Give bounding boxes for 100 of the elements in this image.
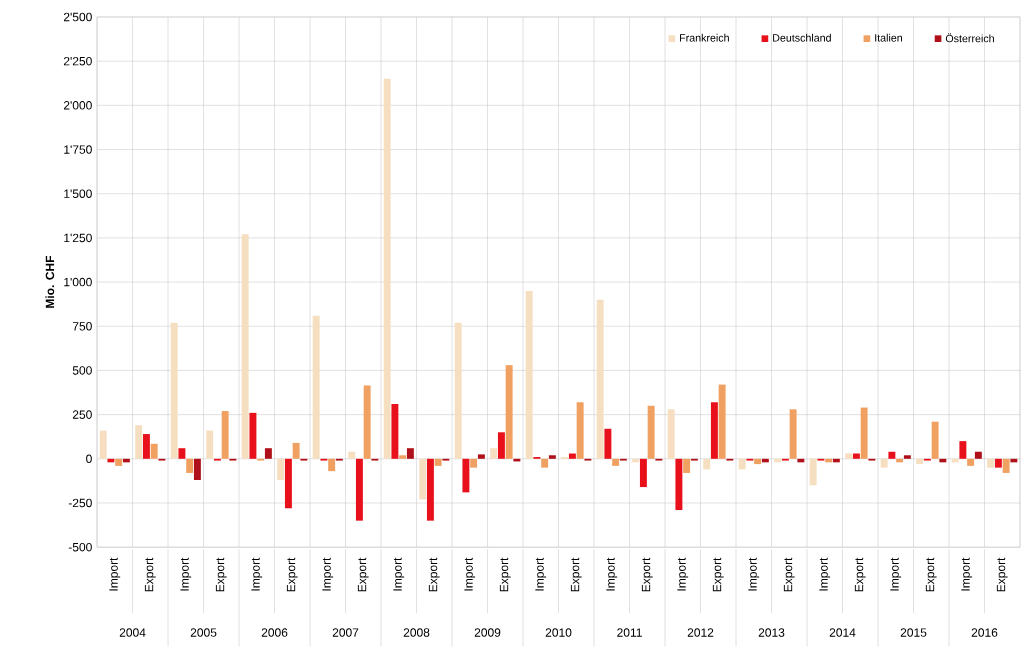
text: 2007 — [332, 628, 359, 638]
y-tick-label: 1'000 — [64, 278, 92, 287]
text: 2013 — [758, 628, 785, 638]
x-tick-label: Import — [606, 557, 618, 591]
bar — [683, 459, 691, 474]
bar — [264, 448, 272, 460]
text: 2008 — [403, 628, 430, 638]
x-tick-label: Import — [109, 557, 121, 591]
x-tick-label: Import — [819, 557, 831, 591]
x-tick-label: Export — [215, 557, 227, 592]
bar — [277, 459, 285, 481]
bar — [789, 409, 797, 460]
bar — [142, 434, 150, 460]
bar — [221, 411, 229, 460]
text: 2010 — [545, 628, 572, 638]
bar — [845, 453, 853, 460]
x-tick-label: Export — [712, 557, 724, 592]
bar — [754, 459, 762, 465]
x-tick-label: Import — [464, 557, 476, 591]
bar — [477, 454, 485, 460]
bar — [604, 429, 612, 460]
bar — [426, 459, 434, 521]
y-tick-label: -500 — [68, 543, 92, 552]
y-tick-label: 250 — [72, 410, 92, 420]
x-tick-label: Import — [677, 557, 689, 591]
y-tick-label: 1'500 — [64, 189, 92, 199]
x-tick-label: Import — [180, 557, 192, 591]
bar — [880, 459, 888, 468]
bar — [994, 459, 1002, 468]
bar — [284, 459, 292, 509]
bar — [718, 384, 726, 460]
bar — [967, 459, 975, 467]
bar — [150, 444, 158, 460]
x-tick-label: Import — [748, 557, 760, 591]
bar — [852, 453, 860, 460]
x-tick-label: Export — [570, 557, 582, 592]
bar — [328, 459, 336, 472]
bar — [249, 413, 257, 460]
x-tick-label: Export — [641, 557, 653, 592]
legend-label: Italien — [875, 34, 903, 42]
x-tick-label: Import — [961, 557, 973, 591]
bar — [462, 459, 470, 493]
bar — [434, 459, 442, 467]
bar — [738, 459, 746, 470]
bar — [568, 453, 576, 460]
bar — [363, 385, 371, 460]
bar — [959, 441, 967, 460]
bar — [860, 407, 868, 460]
text: 2015 — [900, 628, 927, 638]
x-tick-label: Export — [357, 557, 369, 592]
x-tick-label: Export — [996, 557, 1008, 592]
x-tick-label: Export — [925, 557, 937, 592]
text: 2016 — [971, 628, 998, 638]
bar — [497, 432, 505, 460]
text: 2004 — [119, 628, 146, 638]
bar — [391, 404, 399, 460]
bar — [647, 406, 655, 460]
bar — [974, 451, 982, 460]
x-tick-label: Export — [783, 557, 795, 592]
bar — [710, 402, 718, 460]
bar — [312, 315, 320, 460]
bar — [675, 459, 683, 511]
bar — [809, 459, 817, 486]
y-tick-label: 1'250 — [64, 233, 92, 243]
x-tick-label: Import — [393, 557, 405, 591]
bar — [115, 459, 123, 467]
text: 2012 — [687, 628, 714, 638]
y-tick-label: 750 — [72, 322, 92, 331]
bar — [135, 425, 143, 460]
bar — [987, 459, 995, 468]
bar — [348, 451, 356, 460]
bar — [1002, 459, 1010, 474]
x-tick-label: Export — [428, 557, 440, 592]
x-tick-label: Import — [890, 557, 902, 591]
x-tick-label: Export — [499, 557, 511, 592]
bar — [505, 365, 513, 460]
x-tick-label: Import — [535, 557, 547, 591]
bar — [639, 459, 647, 488]
bar — [612, 459, 620, 467]
bar — [399, 455, 407, 460]
text: 2009 — [474, 628, 501, 638]
bar — [99, 430, 107, 460]
bar — [170, 322, 178, 460]
bar — [470, 459, 478, 468]
text: 2011 — [617, 628, 642, 638]
bar — [916, 459, 924, 465]
legend-label: Deutschland — [773, 34, 831, 42]
bar — [548, 455, 556, 460]
bar — [667, 409, 675, 460]
bar — [186, 459, 194, 474]
bar — [888, 451, 896, 460]
y-tick-label: 2'500 — [63, 12, 92, 22]
bar — [596, 299, 604, 460]
bar — [193, 459, 201, 481]
y-tick-label: 500 — [72, 366, 92, 375]
bar — [703, 459, 711, 470]
bar — [541, 459, 549, 468]
bar — [178, 448, 186, 460]
x-tick-label: Import — [322, 557, 334, 591]
y-tick-label: 1'750 — [64, 145, 92, 155]
